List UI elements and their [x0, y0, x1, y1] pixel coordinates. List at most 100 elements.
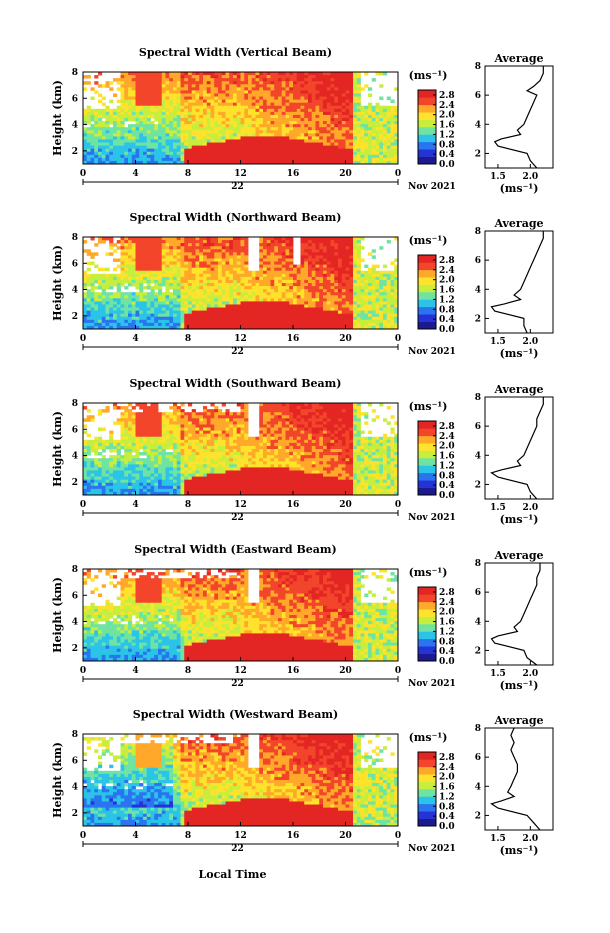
heatmap-cell	[98, 136, 102, 139]
heatmap-cell	[244, 133, 248, 136]
heatmap-cell	[128, 90, 132, 93]
heatmap-cell	[87, 152, 91, 155]
heatmap-cell	[274, 252, 278, 255]
heatmap-cell	[154, 252, 158, 255]
heatmap-cell	[372, 158, 376, 161]
heatmap-cell	[316, 301, 320, 304]
heatmap-cell	[203, 268, 207, 271]
heatmap-cell	[109, 283, 113, 286]
heatmap-cell	[349, 240, 353, 243]
heatmap-cell	[353, 298, 357, 301]
heatmap-cell	[94, 243, 98, 246]
heatmap-cell	[121, 295, 125, 298]
heatmap-cell	[83, 446, 87, 449]
heatmap-cell	[203, 130, 207, 133]
heatmap-cell	[121, 81, 125, 84]
heatmap-cell	[331, 280, 335, 283]
heatmap-cell	[323, 317, 327, 320]
heatmap-cell	[346, 158, 350, 161]
heatmap-cell	[316, 304, 320, 307]
heatmap-cell	[203, 298, 207, 301]
heatmap-cell	[244, 249, 248, 252]
heatmap-cell	[297, 72, 301, 75]
heatmap-cell	[297, 146, 301, 149]
heatmap-cell	[267, 308, 271, 311]
heatmap-cell	[203, 277, 207, 280]
heatmap-cell	[297, 320, 301, 323]
heatmap-cell	[297, 158, 301, 161]
heatmap-cell	[312, 298, 316, 301]
heatmap-cell	[372, 295, 376, 298]
heatmap-cell	[274, 246, 278, 249]
heatmap-cell	[98, 477, 102, 480]
heatmap-cell	[199, 298, 203, 301]
heatmap-cell	[233, 268, 237, 271]
heatmap-cell	[87, 292, 91, 295]
heatmap-cell	[121, 434, 125, 437]
heatmap-cell	[383, 130, 387, 133]
heatmap-cell	[166, 314, 170, 317]
heatmap-cell	[192, 292, 196, 295]
heatmap-cell	[102, 115, 106, 118]
heatmap-cell	[229, 295, 233, 298]
heatmap-cell	[173, 87, 177, 90]
heatmap-cell	[83, 118, 87, 121]
heatmap-cell	[346, 112, 350, 115]
heatmap-cell	[132, 106, 136, 109]
heatmap-cell	[312, 274, 316, 277]
heatmap-cell	[214, 149, 218, 152]
heatmap-cell	[274, 121, 278, 124]
heatmap-cell	[383, 314, 387, 317]
heatmap-cell	[308, 262, 312, 265]
heatmap-cell	[214, 240, 218, 243]
heatmap-cell	[166, 292, 170, 295]
heatmap-cell	[158, 133, 162, 136]
heatmap-cell	[132, 271, 136, 274]
heatmap-cell	[342, 139, 346, 142]
heatmap-cell	[166, 249, 170, 252]
heatmap-cell	[83, 136, 87, 139]
heatmap-cell	[106, 155, 110, 158]
heatmap-cell	[203, 127, 207, 130]
heatmap-cell	[263, 118, 267, 121]
heatmap-cell	[256, 277, 260, 280]
heatmap-cell	[177, 152, 181, 155]
heatmap-cell	[323, 106, 327, 109]
heatmap-cell	[102, 97, 106, 100]
heatmap-cell	[166, 130, 170, 133]
heatmap-cell	[349, 146, 353, 149]
heatmap-cell	[293, 158, 297, 161]
heatmap-cell	[147, 130, 151, 133]
heatmap-cell	[169, 100, 173, 103]
heatmap-cell	[233, 314, 237, 317]
heatmap-cell	[166, 115, 170, 118]
heatmap-cell	[188, 72, 192, 75]
heatmap-cell	[222, 283, 226, 286]
heatmap-cell	[222, 292, 226, 295]
heatmap-cell	[282, 262, 286, 265]
heatmap-cell	[263, 72, 267, 75]
heatmap-cell	[353, 124, 357, 127]
heatmap-cell	[304, 246, 308, 249]
heatmap-cell	[98, 72, 102, 75]
heatmap-cell	[158, 136, 162, 139]
heatmap-cell	[181, 274, 185, 277]
heatmap-cell	[162, 130, 166, 133]
heatmap-cell	[192, 87, 196, 90]
heatmap-cell	[203, 106, 207, 109]
heatmap-cell	[184, 146, 188, 149]
heatmap-cell	[173, 136, 177, 139]
heatmap-cell	[169, 109, 173, 112]
heatmap-cell	[117, 323, 121, 326]
heatmap-cell	[372, 152, 376, 155]
heatmap-cell	[331, 130, 335, 133]
heatmap-cell	[109, 458, 113, 461]
heatmap-cell	[136, 112, 140, 115]
heatmap-cell	[349, 97, 353, 100]
heatmap-cell	[177, 317, 181, 320]
heatmap-cell	[188, 136, 192, 139]
heatmap-cell	[267, 115, 271, 118]
heatmap-cell	[121, 292, 125, 295]
heatmap-cell	[196, 103, 200, 106]
heatmap-cell	[102, 470, 106, 473]
